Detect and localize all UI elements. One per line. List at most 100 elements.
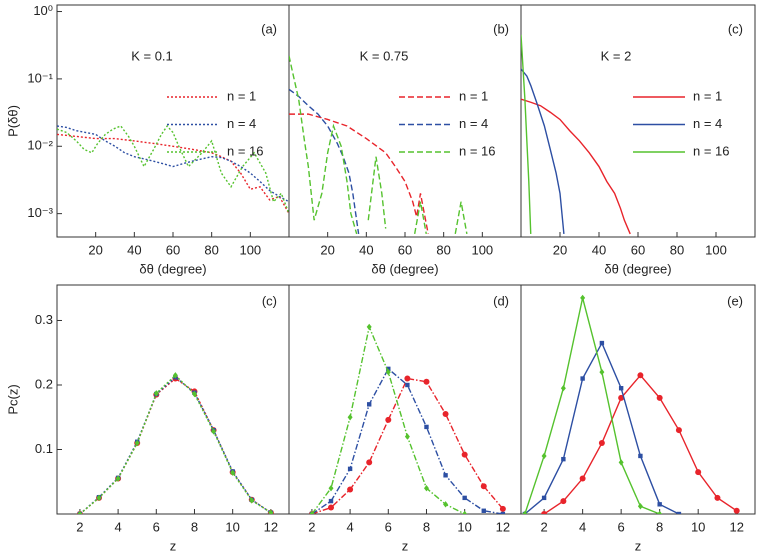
marker	[618, 394, 625, 401]
y-axis-label: P(δθ)	[5, 105, 20, 137]
series-line	[543, 374, 738, 514]
x-tick-label: 6	[618, 519, 625, 534]
series-line	[524, 341, 680, 514]
x-tick-label: 60	[166, 242, 180, 257]
marker	[599, 340, 605, 346]
series-line	[57, 124, 289, 214]
marker	[500, 511, 506, 514]
series-line	[311, 377, 504, 514]
plot-area	[289, 55, 468, 235]
marker	[618, 386, 624, 391]
legend-label: n = 1	[459, 88, 488, 103]
annotation: K = 0.75	[360, 48, 409, 63]
panel: 20 40 60 80 100 δθ (degree) (b) K = 0.75 n = 1 n …	[288, 4, 522, 276]
marker	[580, 376, 585, 381]
marker	[172, 372, 178, 379]
x-tick-label: 40	[127, 242, 141, 257]
x-tick-label: 80	[204, 242, 218, 257]
x-tick-label: 2	[540, 519, 547, 534]
marker	[347, 466, 353, 472]
marker	[637, 503, 643, 510]
x-axis-label: z	[635, 538, 642, 553]
plot-area	[76, 372, 274, 514]
x-tick-label: 80	[670, 242, 684, 257]
panel-label: (e)	[727, 293, 743, 308]
x-tick-label: 10	[457, 519, 471, 534]
marker	[695, 469, 702, 476]
panel: 2 4 6 8 10 12 0.1 0.2 0.3 z Pc(z) (c)	[5, 284, 290, 553]
series-line	[289, 55, 468, 235]
marker	[328, 498, 334, 504]
marker	[366, 323, 372, 331]
x-tick-label: 40	[359, 242, 373, 257]
marker	[191, 390, 197, 398]
marker	[443, 473, 448, 478]
y-tick-label: 10⁻²	[27, 138, 53, 153]
plot-area	[521, 34, 631, 235]
marker	[598, 440, 605, 447]
marker	[618, 459, 624, 466]
marker	[675, 427, 682, 434]
x-tick-label: 4	[346, 519, 353, 534]
series-line	[521, 68, 565, 234]
x-tick-label: 40	[592, 242, 606, 257]
x-tick-label: 8	[191, 519, 198, 534]
marker	[541, 452, 547, 460]
marker	[423, 378, 430, 385]
marker	[405, 382, 410, 388]
panel-label: (c)	[262, 293, 277, 308]
marker	[230, 469, 236, 476]
x-tick-label: 80	[436, 242, 450, 257]
x-axis-label: δθ (degree)	[139, 261, 206, 276]
x-tick-label: 12	[496, 519, 510, 534]
marker	[153, 390, 159, 397]
y-tick-label: 0.1	[35, 441, 53, 456]
marker	[328, 504, 335, 511]
y-tick-label: 10⁰	[33, 3, 53, 18]
marker	[366, 459, 373, 466]
marker	[443, 501, 449, 508]
marker	[385, 368, 391, 376]
marker	[386, 366, 391, 372]
marker	[268, 509, 274, 514]
series-line	[521, 34, 532, 234]
x-axis-label: δθ (degree)	[371, 261, 438, 276]
x-axis-label: z	[170, 538, 177, 553]
series-line	[79, 374, 272, 514]
x-tick-label: 10	[691, 519, 705, 534]
panel-label: (c)	[728, 21, 743, 36]
marker	[385, 416, 392, 423]
x-tick-label: 20	[553, 242, 567, 257]
panel-label: (a)	[261, 21, 277, 36]
marker	[115, 475, 121, 482]
annotation: K = 2	[601, 48, 632, 63]
marker	[347, 486, 354, 493]
x-tick-label: 2	[76, 519, 83, 534]
legend-label: n = 4	[693, 116, 722, 131]
series-line	[79, 376, 272, 514]
marker	[481, 508, 486, 513]
frame	[520, 284, 756, 515]
marker	[580, 294, 586, 302]
panel-label: (b)	[493, 21, 509, 36]
legend-label: n = 4	[459, 116, 488, 131]
x-tick-label: 4	[114, 519, 121, 534]
marker	[404, 375, 411, 382]
x-tick-label: 6	[153, 519, 160, 534]
marker	[328, 484, 334, 492]
marker	[442, 411, 449, 418]
legend-label: n = 16	[693, 143, 730, 158]
legend-label: n = 1	[227, 88, 256, 103]
series-line	[289, 113, 429, 235]
x-tick-label: 12	[729, 519, 743, 534]
marker	[96, 494, 102, 502]
legend-label: n = 16	[459, 143, 496, 158]
marker	[657, 502, 662, 507]
marker	[461, 451, 468, 458]
series-line	[524, 297, 660, 514]
legend-label: n = 1	[693, 88, 722, 103]
x-tick-label: 20	[88, 242, 102, 257]
series-line	[311, 367, 503, 514]
y-tick-label: 10⁻¹	[27, 70, 53, 85]
